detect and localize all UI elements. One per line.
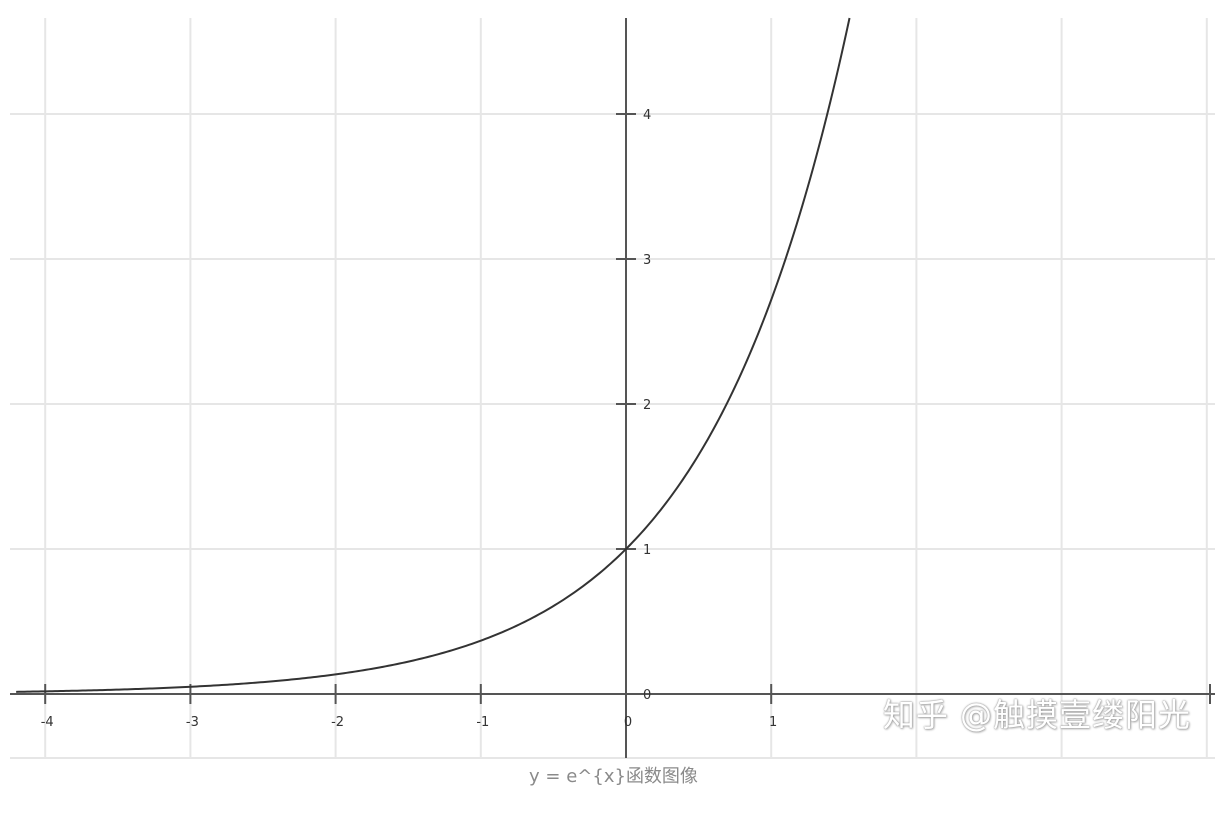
x-tick-label: 1 xyxy=(769,715,777,730)
axes xyxy=(10,18,1215,758)
figure-caption: y = e^{x}函数图像 xyxy=(529,766,698,787)
function-plot: -4 -3 -2 -1 0 1 0 1 2 3 4 xyxy=(10,17,1215,759)
exp-curve-line xyxy=(16,17,851,693)
exp-curve-group xyxy=(16,17,851,693)
x-tick-label: -1 xyxy=(476,715,489,730)
y-tick-label: 1 xyxy=(643,543,651,558)
x-tick-label: -3 xyxy=(186,715,199,730)
x-tick-label: 0 xyxy=(624,715,632,730)
watermark: 知乎 @触摸壹缕阳光 xyxy=(882,696,1191,734)
y-tick-label: 0 xyxy=(643,688,651,703)
y-tick-label: 3 xyxy=(643,253,651,268)
y-axis-ticks: 0 1 2 3 4 xyxy=(616,108,651,703)
y-tick-label: 4 xyxy=(643,108,651,123)
y-tick-label: 2 xyxy=(643,398,651,413)
x-tick-label: -4 xyxy=(41,715,54,730)
x-tick-label: -2 xyxy=(331,715,344,730)
grid-lines xyxy=(10,18,1215,759)
x-axis-ticks: -4 -3 -2 -1 0 1 xyxy=(41,684,777,730)
